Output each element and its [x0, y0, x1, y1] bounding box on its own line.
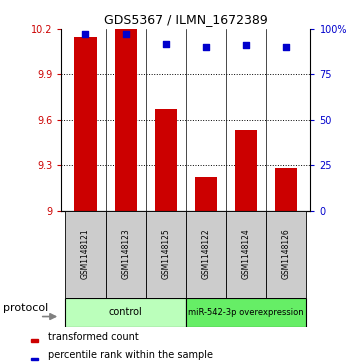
Bar [105, 211, 146, 298]
Point [283, 44, 289, 50]
Bar [235, 130, 257, 211]
Text: GSM1148122: GSM1148122 [201, 229, 210, 280]
Bar [195, 177, 217, 211]
Bar [266, 211, 306, 298]
Bar [74, 37, 96, 211]
Bar [226, 211, 266, 298]
Bar [146, 211, 186, 298]
Text: GSM1148124: GSM1148124 [242, 229, 251, 280]
Text: GSM1148125: GSM1148125 [161, 229, 170, 280]
Point [243, 42, 249, 48]
Point [123, 32, 129, 37]
Text: GSM1148121: GSM1148121 [81, 229, 90, 280]
Bar [186, 298, 306, 327]
Bar [275, 168, 297, 211]
Bar [155, 109, 177, 211]
Bar [65, 211, 105, 298]
Point [203, 44, 209, 50]
Bar [31, 339, 38, 342]
Text: protocol: protocol [3, 303, 48, 313]
Bar [31, 358, 38, 360]
Text: miR-542-3p overexpression: miR-542-3p overexpression [188, 308, 304, 317]
Text: transformed count: transformed count [48, 332, 138, 342]
Point [163, 41, 169, 46]
Text: percentile rank within the sample: percentile rank within the sample [48, 350, 213, 360]
Bar [65, 298, 186, 327]
Bar [114, 29, 137, 211]
Text: control: control [109, 307, 143, 317]
Text: GSM1148126: GSM1148126 [282, 229, 291, 280]
Point [83, 32, 88, 37]
Bar [186, 211, 226, 298]
Text: GSM1148123: GSM1148123 [121, 229, 130, 280]
Title: GDS5367 / ILMN_1672389: GDS5367 / ILMN_1672389 [104, 13, 268, 26]
